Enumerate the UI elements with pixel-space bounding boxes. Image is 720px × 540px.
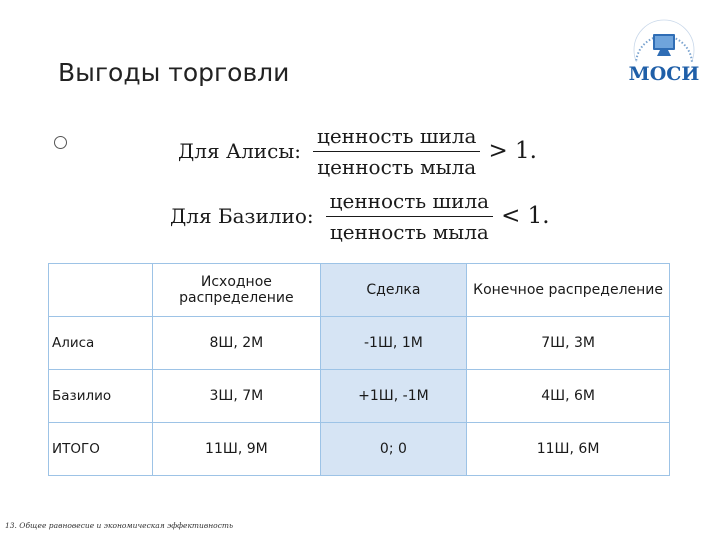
table-cell: 11Ш, 6М <box>466 422 670 476</box>
header-final: Конечное распределение <box>466 263 670 317</box>
formula-basilio: Для Базилио: ценность шила ценность мыла… <box>170 187 550 245</box>
fraction: ценность шила ценность мыла <box>325 188 494 244</box>
table-header-row: Исходное распределение Сделка Конечное р… <box>47 263 670 317</box>
header-empty <box>47 263 154 317</box>
table-cell: 7Ш, 3М <box>466 316 670 370</box>
table-cell: 11Ш, 9М <box>152 422 321 476</box>
fraction-bar <box>312 150 481 152</box>
fraction-denominator: ценность мыла <box>329 219 489 244</box>
table-row: Базилио 3Ш, 7М +1Ш, -1М 4Ш, 6М <box>47 369 670 423</box>
header-deal: Сделка <box>319 263 468 317</box>
table-cell: 0; 0 <box>319 422 468 476</box>
slide-title: Выгоды торговли <box>58 58 290 87</box>
mosi-logo-icon: МОСИ <box>622 12 704 92</box>
table-row: ИТОГО 11Ш, 9М 0; 0 11Ш, 6М <box>47 422 670 476</box>
table-cell: +1Ш, -1М <box>319 369 468 423</box>
header-initial: Исходное распределение <box>152 263 321 317</box>
fraction-numerator: ценность шила <box>316 123 477 148</box>
fraction-denominator: ценность мыла <box>317 154 477 179</box>
formula-label: Для Базилио: <box>170 204 314 228</box>
fraction: ценность шила ценность мыла <box>312 123 481 179</box>
row-label: Алиса <box>47 316 154 370</box>
formula-relation: > 1. <box>488 138 537 164</box>
formula-label: Для Алисы: <box>178 139 301 163</box>
distribution-table: Исходное распределение Сделка Конечное р… <box>47 263 670 476</box>
table-cell: -1Ш, 1М <box>319 316 468 370</box>
formula-relation: < 1. <box>501 203 550 229</box>
slide-footer: 13. Общее равновесие и экономическая эфф… <box>5 521 234 530</box>
hollow-circle-bullet-icon <box>54 136 67 149</box>
fraction-numerator: ценность шила <box>329 188 490 213</box>
row-label: Базилио <box>47 369 154 423</box>
formula-alice: Для Алисы: ценность шила ценность мыла >… <box>178 122 537 180</box>
table-cell: 8Ш, 2М <box>152 316 321 370</box>
logo-text: МОСИ <box>629 63 700 85</box>
table-cell: 3Ш, 7М <box>152 369 321 423</box>
fraction-bar <box>325 215 494 217</box>
table-row: Алиса 8Ш, 2М -1Ш, 1М 7Ш, 3М <box>47 316 670 370</box>
table-cell: 4Ш, 6М <box>466 369 670 423</box>
row-label: ИТОГО <box>47 422 154 476</box>
